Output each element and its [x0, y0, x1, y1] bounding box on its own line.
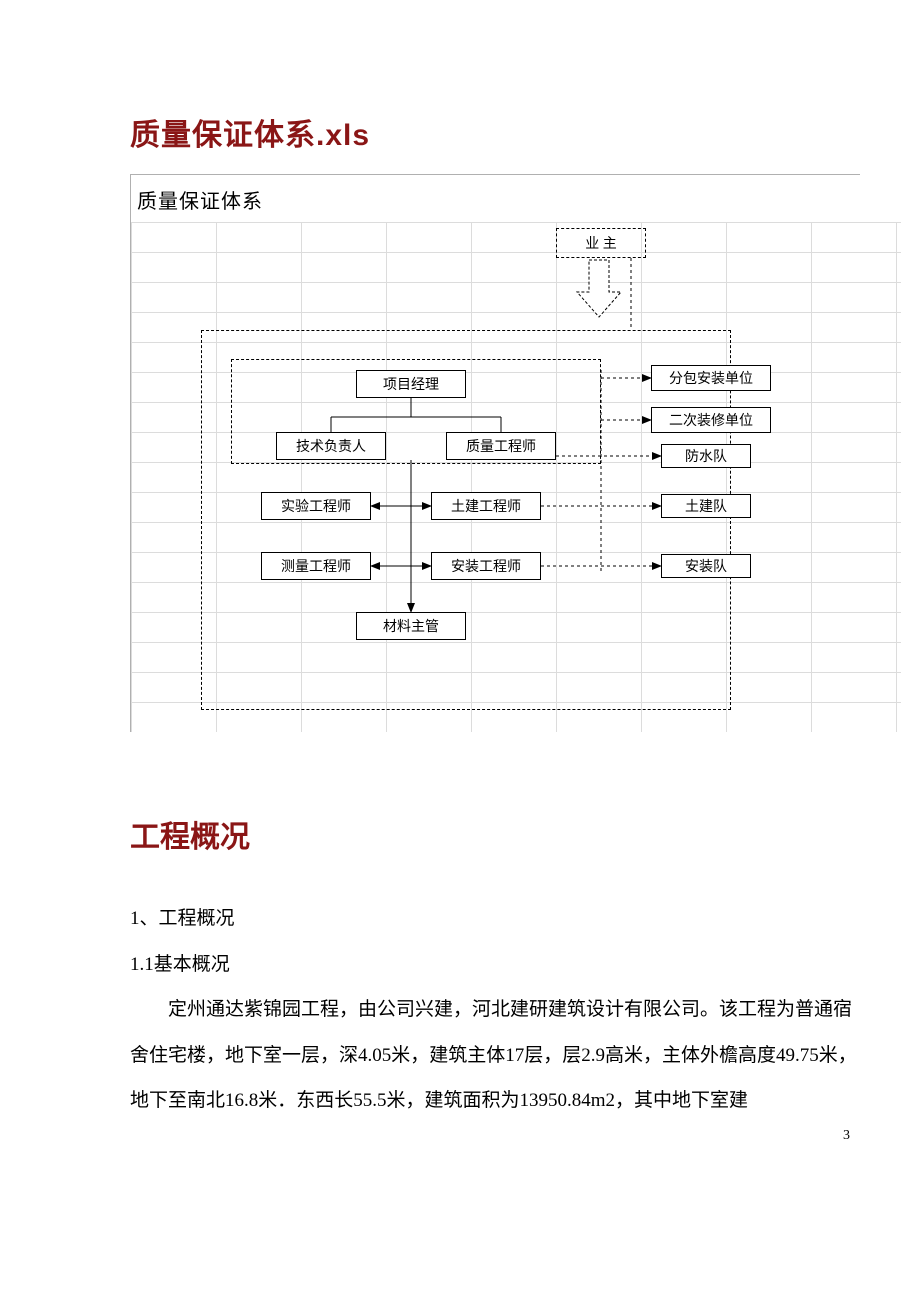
body-text: 1、工程概况 1.1基本概况 定州通达紫锦园工程，由公司兴建，河北建研建筑设计有… — [130, 896, 860, 1124]
node-surv: 测量工程师 — [261, 552, 371, 580]
node-pm: 项目经理 — [356, 370, 466, 398]
line1: 1、工程概况 — [130, 896, 860, 942]
node-wp: 防水队 — [661, 444, 751, 468]
node-exp: 实验工程师 — [261, 492, 371, 520]
node-mat: 材料主管 — [356, 612, 466, 640]
line2: 1.1基本概况 — [130, 942, 860, 988]
node-owner: 业 主 — [556, 228, 646, 258]
page-number: 3 — [843, 1128, 850, 1144]
node-ct: 土建队 — [661, 494, 751, 518]
section-heading: 工程概况 — [130, 812, 860, 856]
node-qeng: 质量工程师 — [446, 432, 556, 460]
flowchart: 业 主项目经理技术负责人 质量工程师实验工程师 土建工程师测量工程师 安装工程师材料主… — [131, 222, 901, 732]
page-title: 质量保证体系.xls — [130, 110, 860, 154]
node-sub2: 二次装修单位 — [651, 407, 771, 433]
node-sub1: 分包安装单位 — [651, 365, 771, 391]
para: 定州通达紫锦园工程，由公司兴建，河北建研建筑设计有限公司。该工程为普通宿舍住宅楼… — [130, 987, 860, 1124]
node-civ: 土建工程师 — [431, 492, 541, 520]
diagram-title: 质量保证体系 — [131, 175, 860, 222]
node-inst: 安装工程师 — [431, 552, 541, 580]
node-it: 安装队 — [661, 554, 751, 578]
diagram-container: 质量保证体系 — [130, 174, 860, 732]
node-tech: 技术负责人 — [276, 432, 386, 460]
